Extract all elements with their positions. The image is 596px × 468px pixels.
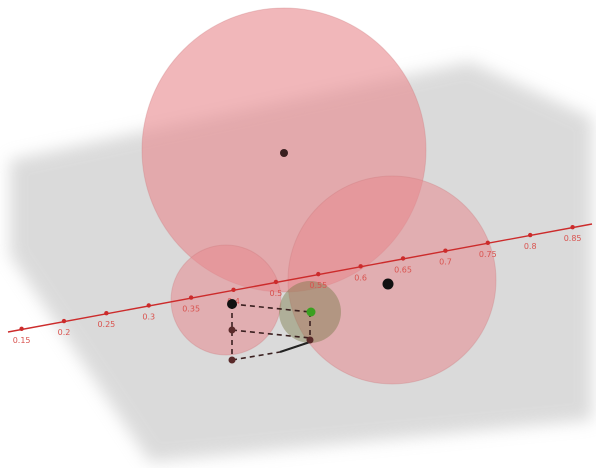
axis-tick-label: 0.3 (142, 312, 155, 321)
axis-tick-label: 0.65 (394, 265, 412, 274)
axis-tick-mark (528, 232, 533, 238)
axis-tick-mark (146, 303, 151, 308)
axis-tick-label: 0.75 (479, 250, 497, 259)
axis-tick-mark (570, 225, 575, 230)
sphere-large-right[interactable] (287, 175, 497, 385)
axis-tick-mark (231, 287, 236, 292)
axis-tick-mark (316, 271, 321, 277)
axis-tick-mark (400, 256, 406, 261)
axis-tick-label: 0.7 (439, 258, 452, 267)
center-point-top[interactable] (280, 149, 288, 157)
sphere-medium-left[interactable] (170, 244, 282, 356)
box-point-bottom-left[interactable] (228, 356, 236, 364)
axis-tick-label: 0.55 (309, 281, 327, 290)
axis-tick-mark (104, 311, 109, 316)
axis-tick-label: 0.5 (270, 289, 283, 298)
box-point-bottom-right[interactable] (306, 336, 314, 344)
axis-tick-label: 0.2 (58, 328, 71, 337)
axis-ticks: 0.150.20.250.30.350.40.50.550.60.650.70.… (13, 225, 582, 345)
axis-tick-label: 0.8 (524, 242, 537, 251)
center-point-right[interactable] (382, 278, 394, 290)
axis-tick-mark (485, 240, 491, 246)
axis-tick-mark (61, 318, 67, 324)
axis-tick-label: 0.6 (354, 273, 367, 282)
axis-tick-label: 0.25 (97, 320, 115, 329)
axis-tick-mark (273, 279, 279, 285)
axis-tick-mark (188, 295, 194, 300)
axis-tick-label: 0.15 (13, 336, 31, 345)
dashed-box (231, 303, 311, 361)
green-point[interactable] (306, 307, 316, 317)
box-point-top-left[interactable] (227, 299, 237, 309)
axis-tick-label: 0.85 (564, 234, 582, 243)
axis-tick-label: 0.35 (182, 305, 200, 314)
box-point-mid-left[interactable] (228, 326, 236, 334)
axis-tick-mark (19, 326, 24, 332)
axis-tick-mark (358, 264, 363, 269)
axis-tick-mark (443, 248, 448, 253)
solid-segment[interactable] (279, 341, 311, 353)
